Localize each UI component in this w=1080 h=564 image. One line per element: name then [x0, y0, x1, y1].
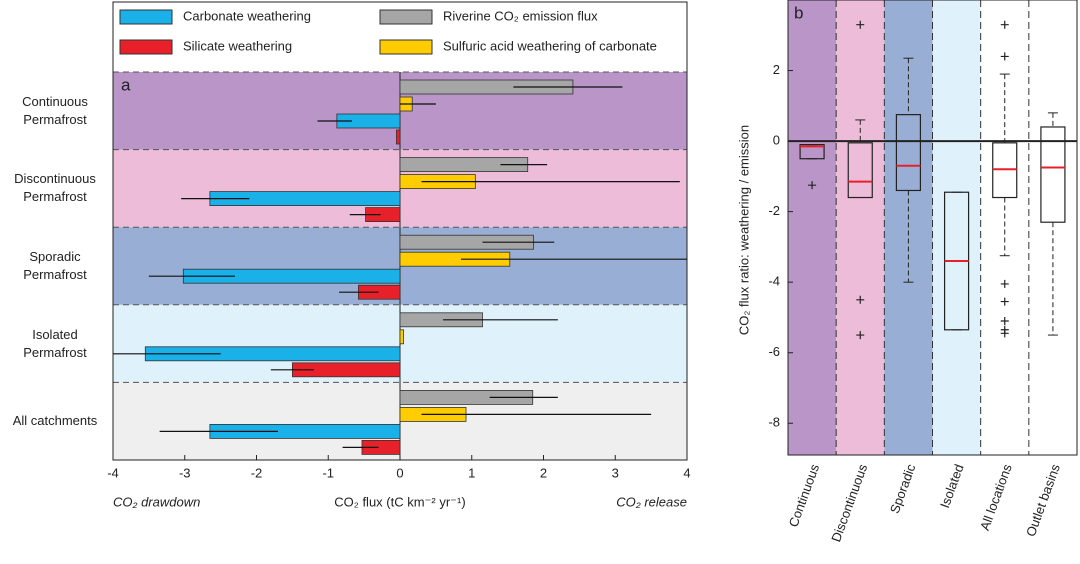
y-tick-label: -8	[768, 415, 780, 430]
outlier	[856, 295, 865, 304]
box	[847, 142, 873, 199]
x-tick-label: All locations	[977, 462, 1015, 533]
outlier	[1000, 52, 1009, 61]
x-tick-label: Discontinuous	[828, 462, 870, 544]
box	[895, 114, 922, 192]
x-tick-label: 1	[468, 465, 475, 480]
annotation: CO₂ release	[616, 494, 687, 509]
category-label: Continuous Permafrost	[22, 93, 88, 127]
category-label: Sporadic Permafrost	[23, 249, 87, 282]
y-tick-label: 2	[773, 62, 780, 77]
x-tick-label: -1	[322, 465, 334, 480]
category-label: Discontinuous Permafrost	[14, 171, 96, 205]
panel-label: a	[121, 75, 131, 94]
box	[799, 144, 825, 160]
y-tick-label: -4	[768, 274, 780, 289]
bar	[396, 129, 401, 145]
y-tick-label: -2	[768, 203, 780, 218]
legend-swatch	[379, 39, 433, 55]
category-band	[836, 0, 885, 455]
x-tick-label: 0	[396, 465, 403, 480]
legend-swatch	[119, 39, 173, 55]
outlier	[1000, 279, 1009, 288]
x-tick-label: 4	[683, 465, 690, 480]
outlier	[856, 20, 865, 29]
legend-label: Carbonate weathering	[183, 8, 311, 23]
category-band	[932, 0, 981, 455]
outlier	[1000, 297, 1009, 306]
box	[1040, 126, 1066, 223]
category-band	[980, 0, 1029, 455]
outlier	[1000, 20, 1009, 29]
category-band	[788, 0, 837, 455]
x-tick-label: Sporadic	[887, 462, 919, 516]
x-tick-label: Isolated	[937, 462, 967, 510]
panel-label: b	[794, 3, 803, 22]
x-tick-label: 3	[612, 465, 619, 480]
legend-swatch	[119, 9, 173, 25]
category-label: All catchments	[12, 413, 98, 429]
annotation: CO₂ drawdown	[113, 494, 200, 509]
x-tick-label: 2	[540, 465, 547, 480]
plot-frame	[787, 0, 1078, 456]
legend-swatch	[379, 9, 433, 25]
outlier	[1000, 316, 1009, 325]
x-tick-label: -4	[107, 465, 119, 480]
x-tick-label: Outlet basins	[1023, 462, 1063, 539]
legend-label: Silicate weathering	[183, 38, 292, 53]
y-tick-label: 0	[773, 133, 780, 148]
outlier	[856, 331, 865, 340]
y-axis-label: CO₂ flux ratio: weathering / emission	[736, 125, 751, 335]
bar	[399, 329, 404, 345]
outlier	[1000, 329, 1009, 338]
x-tick-label: -3	[179, 465, 191, 480]
outlier	[808, 181, 817, 190]
y-tick-label: -6	[768, 344, 780, 359]
category-band	[1028, 0, 1077, 455]
legend-label: Sulfuric acid weathering of carbonate	[443, 38, 657, 53]
legend-label: Riverine CO₂ emission flux	[443, 8, 598, 23]
x-axis-label: CO₂ flux (tC km⁻² yr⁻¹)	[334, 494, 465, 509]
x-tick-label: -2	[251, 465, 263, 480]
x-tick-label: Continuous	[786, 462, 823, 529]
category-label: Isolated Permafrost	[23, 326, 87, 360]
